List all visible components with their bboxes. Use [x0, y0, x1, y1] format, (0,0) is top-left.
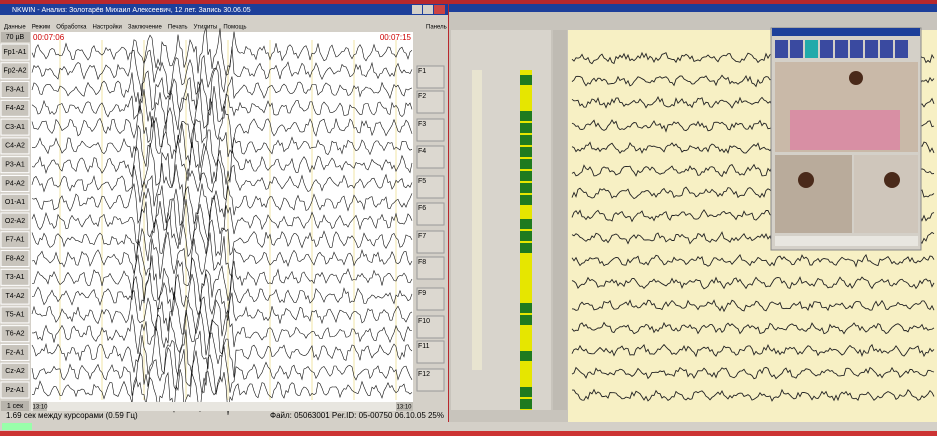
- function-key: F12: [418, 371, 430, 378]
- channel-label: T6-A2: [5, 331, 24, 338]
- track-mark: [520, 219, 532, 229]
- function-key: F7: [418, 233, 426, 240]
- menu-item[interactable]: Помощь: [223, 25, 246, 31]
- person-3: [884, 172, 900, 188]
- scrollbar[interactable]: [31, 402, 413, 411]
- channel-label: F3-A1: [5, 86, 24, 93]
- track-mark: [520, 123, 532, 133]
- minimize-button[interactable]: [412, 5, 422, 14]
- function-key: F1: [418, 68, 426, 75]
- video-title-bar: [772, 28, 920, 36]
- scale-label: 70 µВ: [6, 34, 25, 41]
- close-button[interactable]: [434, 5, 445, 14]
- pos-left: 13:10: [32, 405, 48, 411]
- video-cam2: [775, 155, 852, 233]
- function-key: F6: [418, 205, 426, 212]
- channel-label: F7-A1: [5, 237, 24, 244]
- person: [849, 71, 863, 85]
- track-a: [472, 70, 482, 370]
- channel-label: O2-A2: [5, 218, 25, 225]
- channel-label: T5-A1: [5, 312, 24, 319]
- channel-label: O1-A1: [5, 199, 25, 206]
- channel-label: P3-A1: [5, 162, 25, 169]
- start-button[interactable]: [2, 423, 32, 430]
- video-button[interactable]: [865, 40, 878, 58]
- taskbar: [0, 422, 937, 431]
- channel-label: Cz-A2: [5, 368, 25, 375]
- track-mark: [520, 303, 532, 313]
- track-mark: [520, 171, 532, 181]
- video-button[interactable]: [790, 40, 803, 58]
- screen: NKWIN - Анализ: Золотарёв Михаил Алексее…: [0, 0, 937, 431]
- status-left: 1.69 сек между курсорами (0.59 Гц): [6, 411, 138, 420]
- function-key: F11: [418, 343, 430, 350]
- video-button[interactable]: [895, 40, 908, 58]
- channel-label: Fp2-A2: [4, 68, 27, 75]
- maximize-button[interactable]: [423, 5, 433, 14]
- menu-item[interactable]: Обработка: [56, 25, 87, 31]
- page: NKWIN - Анализ: Золотарёв Михаил Алексее…: [0, 0, 937, 431]
- title-bar-2: [449, 4, 937, 12]
- menu-item[interactable]: Печать: [168, 25, 188, 31]
- track-mark: [520, 231, 532, 241]
- track-mark: [520, 243, 532, 253]
- channel-label: F8-A2: [5, 255, 24, 262]
- function-key: F2: [418, 93, 426, 100]
- track-mark: [520, 387, 532, 397]
- channel-label: P4-A2: [5, 180, 25, 187]
- function-key: F5: [418, 178, 426, 185]
- channel-label: C4-A2: [5, 143, 25, 150]
- panel-label: Панель: [426, 25, 447, 31]
- window-title: NKWIN - Анализ: Золотарёв Михаил Алексее…: [12, 7, 251, 14]
- speed-label: 1 сек: [7, 403, 24, 410]
- track-mark: [520, 147, 532, 157]
- channel-label: C3-A1: [5, 124, 25, 131]
- video-cam3: [854, 155, 918, 233]
- menu-item[interactable]: Данные: [4, 25, 26, 31]
- video-button[interactable]: [850, 40, 863, 58]
- channel-label: T4-A2: [5, 293, 24, 300]
- track-mark: [520, 315, 532, 325]
- video-button[interactable]: [820, 40, 833, 58]
- track-mark: [520, 351, 532, 361]
- blanket: [790, 110, 900, 150]
- track-mark: [520, 399, 532, 409]
- channel-label: Fp1-A1: [4, 49, 27, 56]
- tool-strip: [553, 30, 567, 410]
- function-key: F10: [418, 318, 430, 325]
- channel-label: F4-A2: [5, 105, 24, 112]
- function-key: F3: [418, 121, 426, 128]
- menu-item[interactable]: Настройки: [92, 24, 121, 31]
- track-mark: [520, 111, 532, 121]
- video-button[interactable]: [880, 40, 893, 58]
- track-mark: [520, 135, 532, 145]
- side-panel: [451, 30, 551, 410]
- person-2: [798, 172, 814, 188]
- track-mark: [520, 183, 532, 193]
- channel-label: Fz-A1: [6, 349, 25, 356]
- pos-right: 13:10: [396, 405, 412, 411]
- status-right: Файл: 05063001 Per.ID: 05-00750 06.10.05…: [270, 411, 444, 420]
- track-mark: [520, 195, 532, 205]
- channel-label: Pz-A1: [5, 387, 24, 394]
- function-key: F4: [418, 148, 426, 155]
- video-button[interactable]: [775, 40, 788, 58]
- track-mark: [520, 159, 532, 169]
- video-status: [775, 236, 918, 246]
- menu-item[interactable]: Заключение: [128, 25, 163, 31]
- function-key: F9: [418, 290, 426, 297]
- video-button[interactable]: [835, 40, 848, 58]
- channel-label: T3-A1: [5, 274, 24, 281]
- menu-item[interactable]: Режим: [32, 25, 51, 31]
- function-key: F8: [418, 259, 426, 266]
- video-button[interactable]: [805, 40, 818, 58]
- track-mark: [520, 75, 532, 85]
